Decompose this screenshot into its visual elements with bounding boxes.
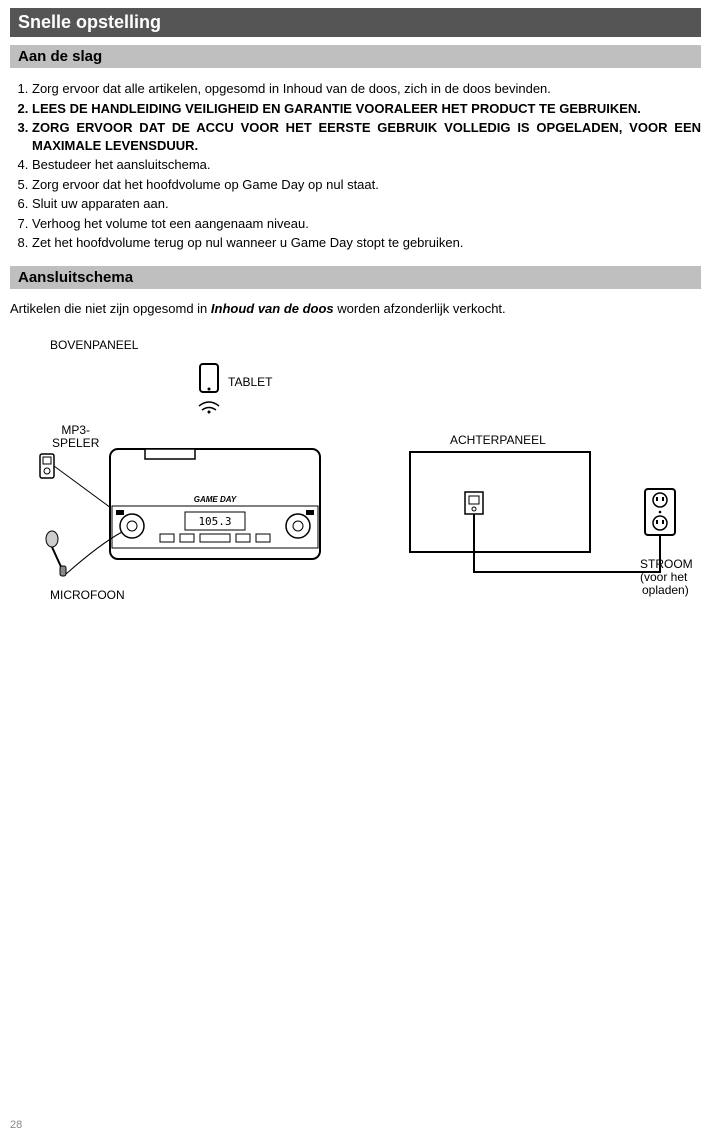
step-1: Zorg ervoor dat alle artikelen, opgesomd… (32, 80, 701, 98)
step-3: ZORG ERVOOR DAT DE ACCU VOOR HET EERSTE … (32, 119, 701, 154)
device-brand: GAME DAY (194, 495, 237, 504)
device-display: 105.3 (198, 515, 231, 528)
diagram: BOVENPANEEL TABLET MP3- SPELER MICROFOON… (10, 334, 700, 714)
page-title: Snelle opstelling (10, 8, 701, 37)
step-2: LEES DE HANDLEIDING VEILIGHEID EN GARANT… (32, 100, 701, 118)
step-7: Verhoog het volume tot een aangenaam niv… (32, 215, 701, 233)
diagram-svg: GAME DAY 105.3 (10, 334, 700, 634)
intro-pre: Artikelen die niet zijn opgesomd in (10, 301, 211, 316)
microphone-icon (46, 531, 66, 576)
step-8: Zet het hoofdvolume terug op nul wanneer… (32, 234, 701, 252)
intro-text: Artikelen die niet zijn opgesomd in Inho… (10, 301, 701, 316)
step-6: Sluit uw apparaten aan. (32, 195, 701, 213)
page-number: 28 (10, 1119, 22, 1131)
step-4: Bestudeer het aansluitschema. (32, 156, 701, 174)
step-5: Zorg ervoor dat het hoofdvolume op Game … (32, 176, 701, 194)
intro-em: Inhoud van de doos (211, 301, 334, 316)
steps-list: Zorg ervoor dat alle artikelen, opgesomd… (10, 80, 701, 252)
section-aan-de-slag: Aan de slag (10, 45, 701, 68)
intro-post: worden afzonderlijk verkocht. (334, 301, 506, 316)
section-aansluitschema: Aansluitschema (10, 266, 701, 289)
